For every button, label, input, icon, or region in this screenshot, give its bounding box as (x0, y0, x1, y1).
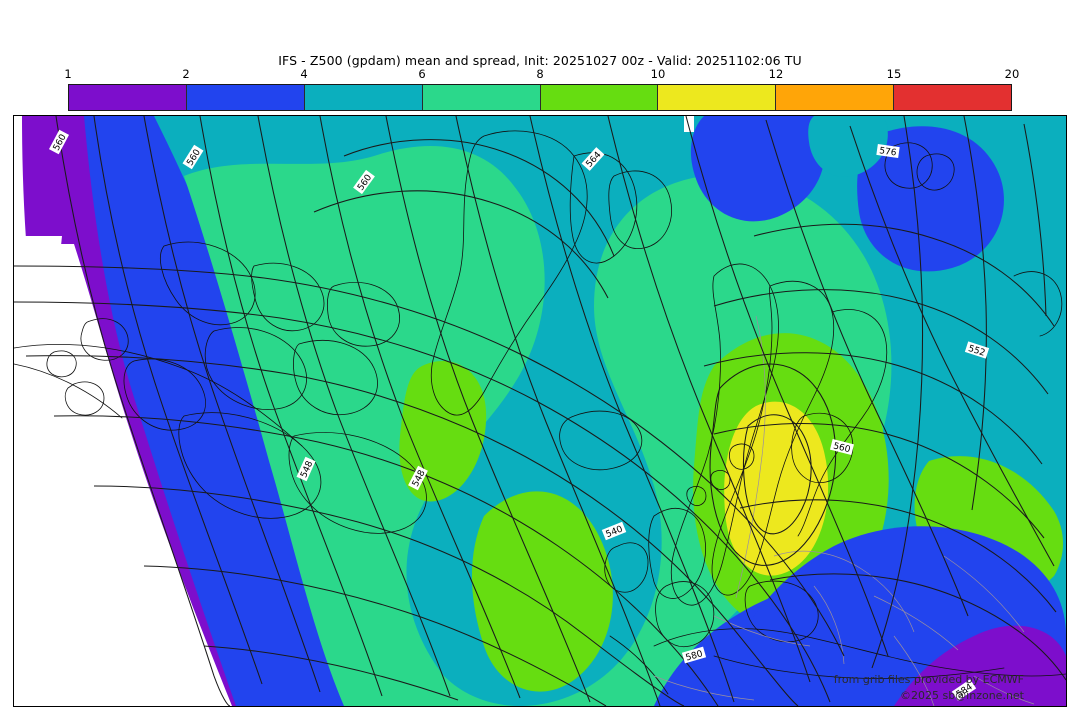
contour-label-background (681, 646, 707, 664)
contour-label-background (601, 521, 627, 541)
no-data-region (14, 244, 232, 706)
contour-label: 580 (681, 646, 707, 664)
map-panel[interactable]: 560 560 560 564 576 552 560 548 548 540 580 584 (13, 115, 1067, 707)
colorbar-segment-orange (776, 85, 895, 110)
page-title: IFS - Z500 (gpdam) mean and spread, Init… (278, 53, 802, 68)
attribution-copyright: ©2025 sb@inzone.net (899, 689, 1024, 702)
colorbar-segment-teal (304, 85, 423, 110)
contour-label-background (408, 465, 428, 491)
colorbar-tick: 4 (300, 67, 308, 81)
spread-band-green-central (471, 491, 613, 692)
spread-band-purple-se (894, 625, 1066, 706)
no-data-notch (684, 116, 694, 132)
contour-label-background (182, 144, 204, 170)
contour-label-background (48, 129, 70, 155)
contour-label-background (951, 679, 977, 701)
spread-shading-layer (14, 116, 1066, 706)
contour-label-value: 560 (832, 441, 851, 455)
attribution-source: from grib files provided by ECMWF (833, 673, 1024, 686)
spread-band-blue-ne (690, 116, 825, 222)
colorbar-segment-blue (186, 85, 305, 110)
contour-layer (14, 116, 1066, 706)
contour-label-background (581, 147, 605, 171)
spread-band-green-nw (399, 361, 487, 502)
colorbar-tick: 10 (650, 67, 666, 81)
contour-label-value: 580 (685, 649, 705, 663)
colorbar: 1 2 4 6 8 10 12 15 20 (64, 67, 1019, 111)
contour-label-background (876, 144, 900, 158)
spread-band-teal-ne (808, 116, 888, 177)
colorbar-segment-yellow (658, 85, 777, 110)
colorbar-segment-green (540, 85, 659, 110)
coastline-layer (14, 130, 1066, 695)
spread-band-blue-n2 (857, 126, 1004, 272)
colorbar-tick: 12 (768, 67, 784, 81)
colorbar-segment-spring-green (422, 85, 541, 110)
contour-label: 576 (876, 144, 900, 159)
contour-label-background (296, 456, 316, 482)
colorbar-tick: 1 (64, 67, 72, 81)
contour-label-value: 576 (879, 146, 898, 158)
colorbar-tick: 8 (536, 67, 544, 81)
colorbar-tick: 6 (418, 67, 426, 81)
colorbar-segment-purple (69, 85, 187, 110)
colorbar-gradient (68, 84, 1012, 111)
contour-label-background (964, 341, 990, 359)
no-data-region-upper (14, 236, 62, 406)
colorbar-segment-red (894, 85, 1011, 110)
contour-label-background (829, 439, 855, 455)
contour-label-background (353, 169, 375, 195)
colorbar-tick: 15 (886, 67, 902, 81)
colorbar-tick: 2 (182, 67, 190, 81)
colorbar-tick: 20 (1004, 67, 1020, 81)
colorbar-tick-labels: 1 2 4 6 8 10 12 15 20 (64, 67, 1019, 83)
country-border-layer (653, 315, 1035, 706)
contour-label: 560 (829, 439, 855, 455)
